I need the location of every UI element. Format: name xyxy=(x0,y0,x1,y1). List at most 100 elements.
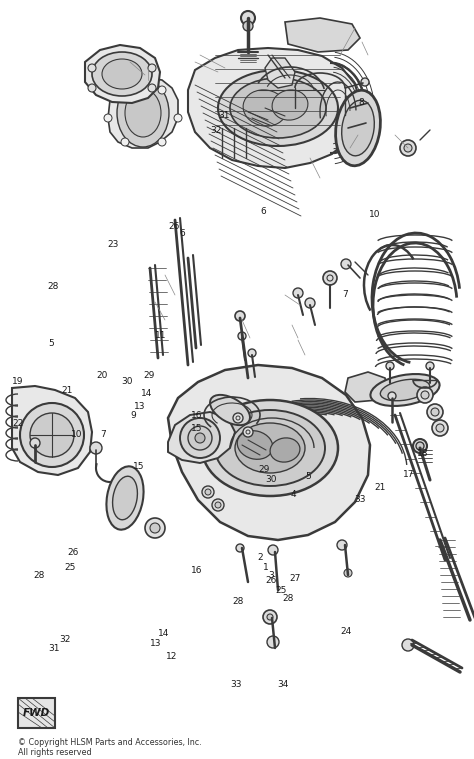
Text: 10: 10 xyxy=(71,430,82,439)
Circle shape xyxy=(248,349,256,357)
Ellipse shape xyxy=(336,90,381,165)
Circle shape xyxy=(243,21,253,31)
Ellipse shape xyxy=(237,430,273,459)
Text: 33: 33 xyxy=(355,495,366,504)
Text: 28: 28 xyxy=(283,594,294,603)
Circle shape xyxy=(402,639,414,651)
Text: 26: 26 xyxy=(169,222,180,231)
Circle shape xyxy=(263,610,277,624)
Circle shape xyxy=(150,523,160,533)
Circle shape xyxy=(413,439,427,453)
Text: 19: 19 xyxy=(12,376,24,386)
Circle shape xyxy=(267,636,279,648)
Polygon shape xyxy=(168,365,370,540)
Ellipse shape xyxy=(380,380,430,401)
Circle shape xyxy=(344,569,352,577)
Text: 31: 31 xyxy=(49,644,60,653)
Text: 1: 1 xyxy=(263,563,268,572)
Polygon shape xyxy=(85,45,160,103)
Circle shape xyxy=(337,540,347,550)
Ellipse shape xyxy=(243,90,287,126)
Text: 6: 6 xyxy=(180,229,185,238)
Text: 25: 25 xyxy=(64,563,76,572)
Circle shape xyxy=(243,427,253,437)
Circle shape xyxy=(205,489,211,495)
Circle shape xyxy=(20,403,84,467)
Circle shape xyxy=(267,614,273,620)
Ellipse shape xyxy=(371,374,439,406)
Circle shape xyxy=(421,391,429,399)
Polygon shape xyxy=(108,78,178,148)
Text: 9: 9 xyxy=(131,411,137,420)
Circle shape xyxy=(233,413,243,423)
Text: 7: 7 xyxy=(100,430,106,439)
Circle shape xyxy=(121,86,129,94)
Text: 14: 14 xyxy=(141,389,153,398)
Circle shape xyxy=(30,413,74,457)
Ellipse shape xyxy=(270,438,300,462)
Ellipse shape xyxy=(272,90,308,120)
Circle shape xyxy=(305,298,315,308)
Ellipse shape xyxy=(107,466,144,530)
Polygon shape xyxy=(345,372,388,402)
Ellipse shape xyxy=(218,70,338,146)
Circle shape xyxy=(388,392,396,400)
Circle shape xyxy=(148,64,156,72)
Text: 16: 16 xyxy=(191,566,202,575)
Text: 4: 4 xyxy=(290,490,296,499)
Text: 24: 24 xyxy=(340,627,352,636)
Ellipse shape xyxy=(125,89,161,137)
Text: 14: 14 xyxy=(158,629,169,638)
Text: 28: 28 xyxy=(232,597,244,606)
Ellipse shape xyxy=(102,59,142,89)
Circle shape xyxy=(195,433,205,443)
Circle shape xyxy=(180,418,220,458)
Text: 25: 25 xyxy=(275,586,286,595)
Circle shape xyxy=(215,502,221,508)
Text: 27: 27 xyxy=(289,574,301,583)
Text: 30: 30 xyxy=(121,376,133,386)
Text: FWD: FWD xyxy=(22,708,50,718)
Circle shape xyxy=(104,114,112,122)
Text: 26: 26 xyxy=(68,548,79,557)
Circle shape xyxy=(427,404,443,420)
Ellipse shape xyxy=(92,52,152,96)
Text: 29: 29 xyxy=(144,371,155,380)
Text: 26: 26 xyxy=(265,576,277,585)
Text: 15: 15 xyxy=(133,462,144,471)
Ellipse shape xyxy=(235,423,305,473)
Text: 34: 34 xyxy=(278,680,289,689)
Text: 22: 22 xyxy=(12,419,24,428)
Text: 3: 3 xyxy=(268,571,274,580)
Text: 32: 32 xyxy=(210,126,221,135)
Circle shape xyxy=(293,288,303,298)
Circle shape xyxy=(158,86,166,94)
Text: 18: 18 xyxy=(417,449,428,458)
Text: 21: 21 xyxy=(374,483,386,492)
Ellipse shape xyxy=(230,78,326,138)
Circle shape xyxy=(238,332,246,340)
Text: 23: 23 xyxy=(107,240,118,249)
Text: 5: 5 xyxy=(48,339,54,348)
Ellipse shape xyxy=(342,100,374,156)
Circle shape xyxy=(236,544,244,552)
Circle shape xyxy=(235,311,245,321)
Circle shape xyxy=(364,118,372,126)
Text: 13: 13 xyxy=(134,402,146,411)
Text: © Copyright HLSM Parts and Accessories, Inc.
All rights reserved: © Copyright HLSM Parts and Accessories, … xyxy=(18,738,202,757)
Circle shape xyxy=(431,408,439,416)
Text: 32: 32 xyxy=(60,635,71,644)
Circle shape xyxy=(158,138,166,146)
Text: 33: 33 xyxy=(230,680,242,689)
Circle shape xyxy=(88,64,96,72)
Text: 28: 28 xyxy=(33,571,45,580)
Circle shape xyxy=(341,259,351,269)
Polygon shape xyxy=(18,698,55,728)
Text: 11: 11 xyxy=(155,331,166,340)
Text: 8: 8 xyxy=(358,98,364,107)
Circle shape xyxy=(432,420,448,436)
Circle shape xyxy=(323,271,337,285)
Circle shape xyxy=(416,442,424,450)
Text: 30: 30 xyxy=(265,475,277,484)
Polygon shape xyxy=(265,58,295,88)
